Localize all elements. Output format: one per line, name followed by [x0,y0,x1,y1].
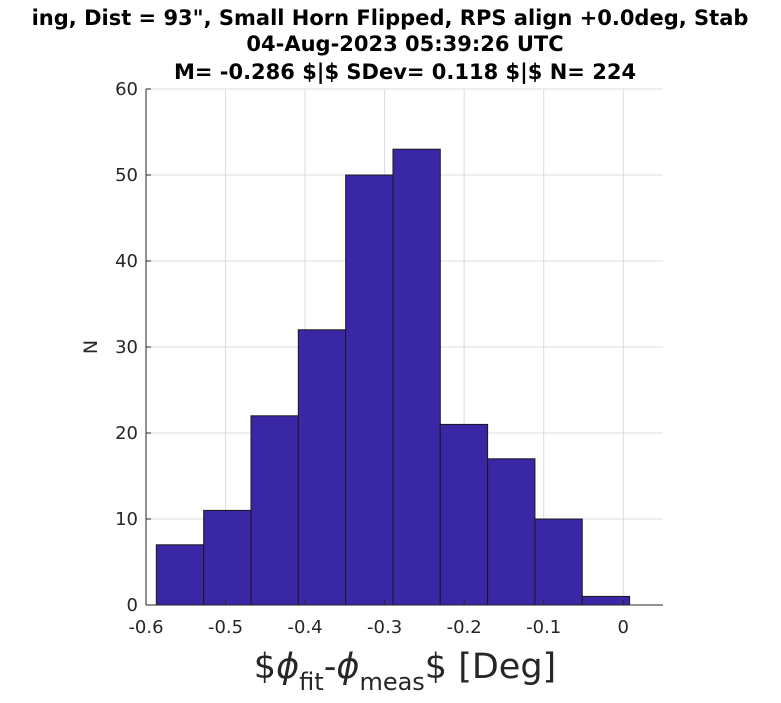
x-tick-label: -0.1 [526,617,561,638]
title-line-3: M= -0.286 $|$ SDev= 0.118 $|$ N= 224 [174,60,636,85]
y-tick-labels: 0 10 20 30 40 50 60 [115,79,138,616]
histogram-bar [534,518,583,606]
y-tick-label: 60 [115,79,138,100]
histogram-bar [155,544,205,606]
x-tick-labels: -0.6 -0.5 -0.4 -0.3 -0.2 -0.1 0 [128,617,629,638]
histogram-bar [439,423,489,606]
x-tick-label: -0.6 [128,617,163,638]
title-line-2: 04-Aug-2023 05:39:26 UTC [246,32,563,56]
y-tick-label: 20 [115,423,138,444]
y-axis-label: N [80,340,102,354]
histogram-bar [250,415,299,606]
histogram-bar [297,329,347,606]
x-tick-label: 0 [618,617,629,638]
histogram-bar [345,174,394,606]
chart-title: ing, Dist = 93", Small Horn Flipped, RPS… [32,6,749,85]
x-axis-label: $ϕfit-ϕmeas$ [Deg] [254,647,556,696]
histogram-bars [155,148,631,606]
y-tick-label: 0 [127,595,138,616]
title-line-1: ing, Dist = 93", Small Horn Flipped, RPS… [32,6,749,30]
y-tick-label: 10 [115,509,138,530]
x-tick-label: -0.4 [288,617,323,638]
y-tick-label: 30 [115,337,138,358]
y-tick-label: 50 [115,165,138,186]
x-tick-label: -0.5 [208,617,243,638]
histogram-bar [203,509,252,606]
x-tick-label: -0.2 [447,617,482,638]
histogram-bar [392,148,441,606]
y-tick-label: 40 [115,251,138,272]
histogram-bar [581,595,631,606]
x-tick-label: -0.3 [367,617,402,638]
axes [145,88,663,606]
histogram-bar [487,458,536,606]
